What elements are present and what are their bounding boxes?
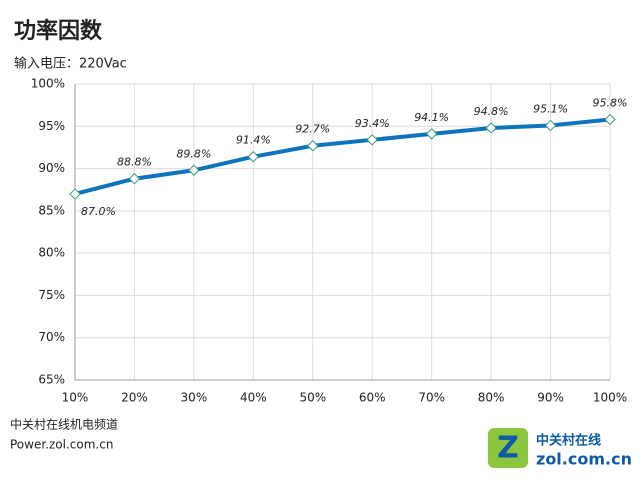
chart-title: 功率因数 <box>14 18 103 44</box>
data-point <box>307 140 319 152</box>
x-tick-label: 10% <box>62 391 89 405</box>
y-tick-label: 75% <box>38 288 65 302</box>
x-tick-label: 20% <box>121 391 148 405</box>
source-url: Power.zol.com.cn <box>10 438 113 452</box>
x-tick-label: 40% <box>240 391 267 405</box>
data-point <box>366 134 378 146</box>
x-tick-label: 90% <box>537 391 564 405</box>
data-label: 89.8% <box>176 147 211 160</box>
data-point <box>425 128 438 140</box>
data-point <box>188 164 200 176</box>
x-tick-label: 50% <box>299 391 326 405</box>
logo-icon <box>488 428 528 468</box>
x-tick-label: 100% <box>593 391 627 405</box>
logo-text: 中关村在线 <box>536 433 601 449</box>
x-tick-label: 80% <box>478 391 505 405</box>
data-label: 91.4% <box>236 134 271 147</box>
y-tick-label: 80% <box>38 246 65 260</box>
x-tick-label: 30% <box>181 391 208 405</box>
y-tick-label: 100% <box>31 77 65 91</box>
data-label: 94.1% <box>414 111 449 124</box>
y-tick-label: 65% <box>38 373 65 387</box>
data-label: 93.4% <box>355 117 390 130</box>
data-point <box>604 113 616 126</box>
x-tick-label: 70% <box>418 391 445 405</box>
x-tick-label: 60% <box>359 391 386 405</box>
logo-mark: Z <box>497 431 519 466</box>
data-label: 95.8% <box>593 97 628 110</box>
y-tick-label: 70% <box>38 330 65 344</box>
data-point <box>485 122 497 134</box>
data-point <box>69 188 81 200</box>
data-label: 92.7% <box>295 123 330 136</box>
chart-subtitle: 输入电压：220Vac <box>14 56 127 72</box>
y-tick-label: 95% <box>38 119 65 133</box>
y-tick-label: 90% <box>38 161 65 175</box>
data-label: 95.1% <box>533 102 568 115</box>
logo: Z 中关村在线 zol.com.cn <box>488 428 632 469</box>
data-point <box>247 151 260 163</box>
y-tick-label: 85% <box>38 203 65 217</box>
source-text: 中关村在线机电频道 <box>10 417 118 432</box>
data-point <box>128 173 141 185</box>
logo-url: zol.com.cn <box>536 450 632 469</box>
data-label: 88.8% <box>117 156 152 169</box>
data-label: 94.8% <box>474 105 509 118</box>
data-label: 87.0% <box>81 205 116 218</box>
data-point <box>544 119 557 132</box>
data-line <box>74 117 611 196</box>
